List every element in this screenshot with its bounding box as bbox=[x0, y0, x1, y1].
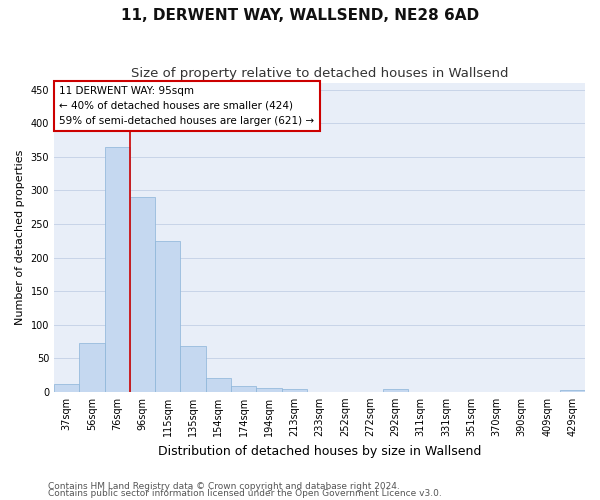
Bar bbox=[281, 389, 307, 392]
Bar bbox=[560, 390, 585, 392]
Title: Size of property relative to detached houses in Wallsend: Size of property relative to detached ho… bbox=[131, 68, 508, 80]
Bar bbox=[383, 389, 408, 392]
Y-axis label: Number of detached properties: Number of detached properties bbox=[15, 150, 25, 325]
Text: 11, DERWENT WAY, WALLSEND, NE28 6AD: 11, DERWENT WAY, WALLSEND, NE28 6AD bbox=[121, 8, 479, 22]
Text: Contains public sector information licensed under the Open Government Licence v3: Contains public sector information licen… bbox=[48, 489, 442, 498]
Bar bbox=[231, 386, 256, 392]
Bar bbox=[181, 346, 206, 392]
Bar bbox=[130, 197, 155, 392]
Text: Contains HM Land Registry data © Crown copyright and database right 2024.: Contains HM Land Registry data © Crown c… bbox=[48, 482, 400, 491]
Bar bbox=[104, 147, 130, 392]
Bar bbox=[206, 378, 231, 392]
X-axis label: Distribution of detached houses by size in Wallsend: Distribution of detached houses by size … bbox=[158, 444, 481, 458]
Bar bbox=[54, 384, 79, 392]
Bar bbox=[79, 344, 104, 392]
Bar bbox=[155, 241, 181, 392]
Bar bbox=[256, 388, 281, 392]
Text: 11 DERWENT WAY: 95sqm
← 40% of detached houses are smaller (424)
59% of semi-det: 11 DERWENT WAY: 95sqm ← 40% of detached … bbox=[59, 86, 314, 126]
